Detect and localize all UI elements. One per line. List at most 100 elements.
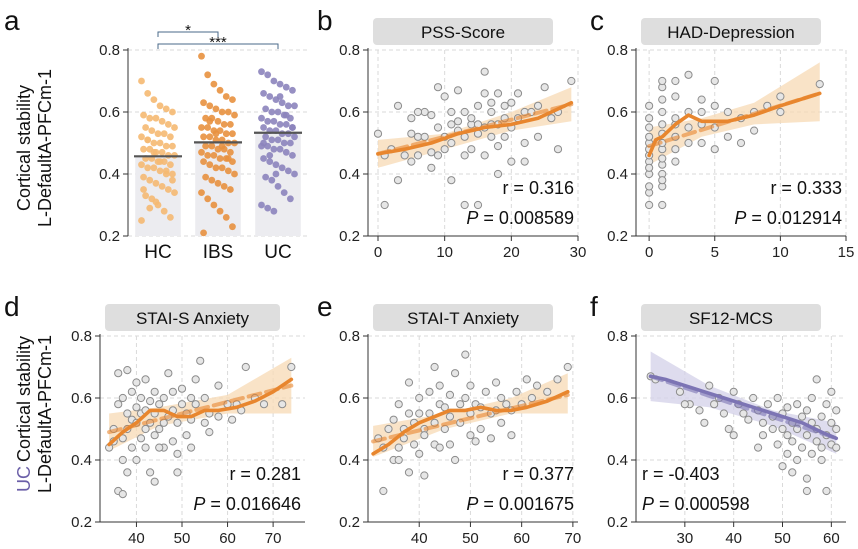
data-point [158, 148, 166, 156]
data-point [497, 393, 506, 403]
smooth-fit-line [376, 100, 574, 156]
data-point [216, 207, 224, 215]
data-point [114, 369, 123, 378]
p-value-number: = 0.012914 [746, 208, 842, 228]
data-point [658, 95, 667, 104]
data-point [270, 77, 278, 85]
data-point [127, 387, 136, 396]
data-point [260, 155, 267, 162]
data-point [164, 369, 173, 378]
data-point [276, 80, 284, 88]
data-point [206, 161, 214, 169]
panel-c: c 0.2 0.4 0.6 0.8 0 5 10 15 HAD-Depression r = 0.3… [590, 5, 854, 261]
data-point [773, 440, 782, 449]
data-point [168, 437, 177, 446]
data-point [415, 409, 424, 418]
data-point [150, 139, 158, 147]
data-point [171, 124, 178, 131]
panel-title: STAI-S Anxiety [136, 309, 250, 328]
data-point [228, 415, 237, 424]
panel-title: STAI-T Anxiety [407, 309, 519, 328]
data-point [264, 204, 272, 212]
p-label: P [642, 494, 654, 514]
data-point [262, 173, 270, 181]
data-point [393, 101, 403, 110]
data-point [491, 378, 501, 387]
data-point [138, 133, 145, 141]
data-point [788, 437, 797, 446]
data-point [182, 431, 191, 440]
data-point [723, 132, 732, 141]
data-point [162, 142, 170, 150]
data-point [697, 95, 706, 104]
data-point [827, 418, 836, 427]
data-point [202, 173, 210, 181]
data-point [697, 138, 706, 148]
data-point [773, 393, 782, 403]
data-point [224, 167, 232, 175]
data-point [487, 132, 496, 141]
data-point [768, 424, 777, 434]
y-tick-label: 0.8 [607, 42, 628, 59]
data-point [138, 77, 145, 85]
data-point [415, 449, 424, 458]
data-point [276, 145, 284, 153]
data-point [141, 443, 150, 452]
data-point [456, 400, 465, 409]
data-point [177, 384, 187, 393]
data-point [493, 169, 503, 179]
data-point [284, 167, 292, 175]
data-point [229, 223, 236, 231]
data-point [146, 468, 155, 477]
data-point [204, 71, 212, 79]
data-point [204, 195, 212, 203]
data-point [226, 186, 234, 193]
y-tick-label: 0.6 [339, 104, 360, 121]
data-point [447, 107, 456, 117]
y-tick-label: 0.8 [339, 328, 360, 345]
data-point [200, 158, 207, 166]
data-point [169, 142, 176, 150]
data-point [684, 138, 693, 148]
data-point [778, 424, 787, 434]
data-point [177, 400, 187, 409]
smooth-fit-line [648, 374, 839, 441]
data-point [793, 400, 802, 409]
data-point [480, 67, 489, 76]
data-point [289, 124, 296, 131]
data-point [204, 124, 212, 131]
data-point [152, 114, 160, 122]
data-point [802, 431, 812, 440]
data-point [393, 176, 403, 185]
smooth-fit-line [107, 377, 294, 447]
data-point [266, 158, 274, 166]
data-point [420, 431, 429, 440]
y-axis-label-top-line1: Cortical stability [14, 85, 34, 211]
data-point [160, 207, 168, 215]
data-point [407, 129, 416, 138]
data-point [797, 412, 807, 421]
data-point [169, 170, 176, 178]
data-point [420, 471, 429, 480]
y-tick-label: 0.2 [71, 514, 92, 531]
data-point [260, 90, 267, 97]
data-point [158, 117, 166, 125]
data-point [394, 400, 403, 409]
data-point [156, 102, 164, 110]
data-point [264, 71, 272, 79]
data-point [719, 409, 729, 418]
confidence-band [109, 357, 292, 451]
y-tick-label: 0.2 [607, 514, 628, 531]
data-point [783, 403, 792, 412]
data-point [776, 92, 785, 101]
data-point [430, 362, 439, 372]
data-point [270, 207, 278, 215]
data-point [553, 145, 563, 154]
data-point [710, 400, 719, 409]
data-point [710, 76, 719, 86]
data-point [697, 107, 706, 117]
data-point [198, 52, 205, 60]
data-point [266, 93, 274, 100]
data-point [262, 133, 270, 141]
